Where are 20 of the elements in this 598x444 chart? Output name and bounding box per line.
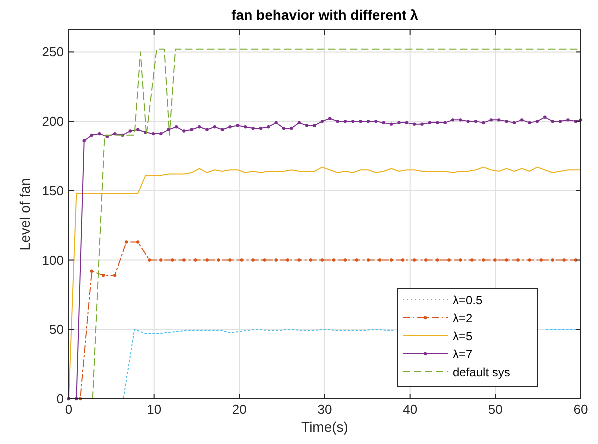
- x-tick-label: 40: [403, 402, 418, 417]
- x-tick-label: 30: [318, 402, 332, 417]
- x-tick-label: 20: [232, 402, 247, 417]
- chart-title: fan behavior with different λ: [232, 7, 419, 23]
- y-tick-label: 250: [42, 44, 64, 60]
- legend-label: λ=2: [453, 312, 474, 326]
- x-tick-label: 60: [574, 402, 588, 417]
- x-tick-label: 50: [488, 402, 503, 417]
- y-axis-title: Level of fan: [17, 178, 33, 251]
- y-tick-label: 50: [50, 322, 64, 338]
- y-tick-label: 0: [56, 392, 64, 406]
- legend-label: default sys: [453, 366, 510, 380]
- y-tick-label: 100: [42, 252, 64, 268]
- x-axis-title: Time(s): [302, 419, 348, 435]
- x-tick-label: 10: [147, 402, 162, 417]
- legend-label: λ=0.5: [453, 294, 484, 308]
- y-tick-label: 150: [42, 183, 64, 198]
- legend-label: λ=5: [453, 330, 474, 344]
- y-tick-label: 200: [42, 114, 64, 130]
- legend-label: λ=7: [453, 348, 474, 362]
